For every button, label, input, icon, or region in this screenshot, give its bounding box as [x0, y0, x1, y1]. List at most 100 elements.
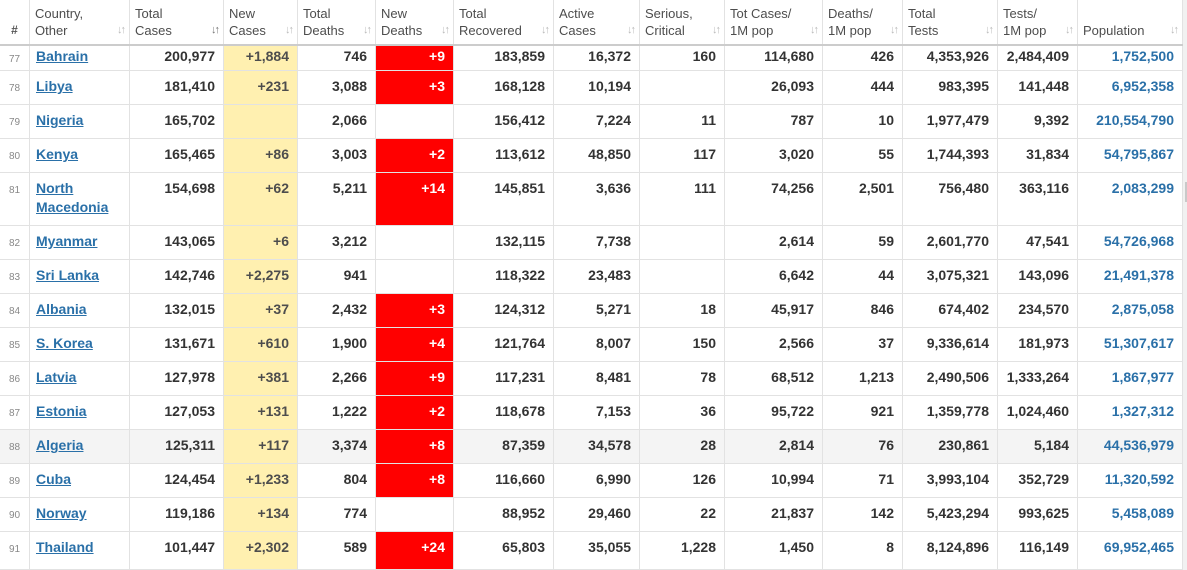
scrollbar-thumb[interactable] [1185, 182, 1187, 202]
cell-critical: 78 [640, 362, 725, 396]
cell-new-cases: +134 [224, 498, 298, 532]
row-divider [0, 293, 1183, 294]
header-critical[interactable]: Serious, Critical ↓↑ [640, 0, 725, 44]
sort-arrows-icon[interactable]: ↓↑ [985, 24, 994, 36]
row-divider [0, 361, 1183, 362]
cell-total-cases: 127,053 [130, 396, 224, 430]
cell-total-cases: 119,186 [130, 498, 224, 532]
cell-new-deaths: +3 [376, 71, 454, 105]
cell-deaths-per-m: 76 [823, 430, 903, 464]
country-link[interactable]: Bahrain [36, 48, 89, 64]
sort-arrows-icon[interactable]: ↓↑ [117, 24, 126, 36]
country-link[interactable]: Latvia [36, 369, 77, 385]
country-link[interactable]: Cuba [36, 471, 71, 487]
sort-arrows-icon[interactable]: ↓↑ [541, 24, 550, 36]
header-total_cases[interactable]: Total Cases ↓↑ [130, 0, 224, 44]
row-divider [0, 259, 1183, 260]
cell-cases-per-m: 2,614 [725, 226, 823, 260]
cell-population: 21,491,378 [1078, 260, 1183, 294]
sort-arrows-icon[interactable]: ↓↑ [627, 24, 636, 36]
cell-population: 5,458,089 [1078, 498, 1183, 532]
cell-total-deaths: 804 [298, 464, 376, 498]
cell-tests: 230,861 [903, 430, 998, 464]
sort-arrows-icon[interactable]: ↓↑ [1065, 24, 1074, 36]
cell-critical: 111 [640, 173, 725, 226]
country-link[interactable]: Kenya [36, 146, 79, 162]
header-label-line1: Country, [35, 6, 84, 21]
cell-population: 210,554,790 [1078, 105, 1183, 139]
header-label-line2: 1M pop [730, 23, 774, 38]
country-link[interactable]: Algeria [36, 437, 84, 453]
header-deaths_per_m[interactable]: Deaths/1M pop ↓↑ [823, 0, 903, 44]
cell-tests: 2,490,506 [903, 362, 998, 396]
country-link[interactable]: Libya [36, 78, 73, 94]
header-total_deaths[interactable]: Total Deaths ↓↑ [298, 0, 376, 44]
header-label-line2: Cases [135, 23, 172, 38]
country-link[interactable]: Sri Lanka [36, 267, 100, 283]
cell-new-deaths: +8 [376, 464, 454, 498]
cell-new-cases: +6 [224, 226, 298, 260]
sort-arrows-icon[interactable]: ↓↑ [890, 24, 899, 36]
header-new_deaths[interactable]: New Deaths ↓↑ [376, 0, 454, 44]
sort-arrows-icon[interactable]: ↓↑ [810, 24, 819, 36]
header-tests_per_m[interactable]: Tests/1M pop ↓↑ [998, 0, 1078, 44]
row-divider [0, 463, 1183, 464]
country-link[interactable]: Albania [36, 301, 87, 317]
cell-new-cases: +117 [224, 430, 298, 464]
header-label-line2: 1M pop [828, 23, 872, 38]
header-population[interactable]: Population ↓↑ [1078, 0, 1183, 44]
cell-new-deaths: +9 [376, 362, 454, 396]
sort-arrows-icon[interactable]: ↓↑ [363, 24, 372, 36]
cell-critical [640, 226, 725, 260]
cell-country: Kenya [30, 139, 130, 173]
header-label-line1: Active [559, 6, 595, 21]
cell-new-cases: +131 [224, 396, 298, 430]
cell-recovered: 145,851 [454, 173, 554, 226]
header-recovered[interactable]: Total Recovered ↓↑ [454, 0, 554, 44]
cell-tests: 5,423,294 [903, 498, 998, 532]
row-divider [0, 104, 1183, 105]
cell-active: 6,990 [554, 464, 640, 498]
country-link[interactable]: Estonia [36, 403, 87, 419]
cell-num: 83 [0, 260, 30, 294]
cell-critical: 22 [640, 498, 725, 532]
country-link[interactable]: Norway [36, 505, 87, 521]
header-active[interactable]: Active Cases ↓↑ [554, 0, 640, 44]
cell-deaths-per-m: 10 [823, 105, 903, 139]
cell-new-deaths: +3 [376, 294, 454, 328]
table-row: 78 Libya 181,410 +231 3,088 +3 168,128 10,194 26… [0, 71, 1183, 105]
cell-recovered: 65,803 [454, 532, 554, 570]
cell-total-cases: 165,702 [130, 105, 224, 139]
header-tests[interactable]: Total Tests ↓↑ [903, 0, 998, 44]
cell-recovered: 121,764 [454, 328, 554, 362]
country-link[interactable]: Thailand [36, 539, 94, 555]
header-cases_per_m[interactable]: Tot Cases/1M pop ↓↑ [725, 0, 823, 44]
cell-tests: 1,744,393 [903, 139, 998, 173]
cell-country: Norway [30, 498, 130, 532]
header-country[interactable]: Country, Other ↓↑ [30, 0, 130, 44]
country-link[interactable]: S. Korea [36, 335, 93, 351]
row-divider [0, 531, 1183, 532]
cell-new-deaths [376, 105, 454, 139]
table-row: 82 Myanmar 143,065 +6 3,212 132,115 7,738 2,614… [0, 226, 1183, 260]
vertical-scrollbar[interactable] [1183, 0, 1187, 570]
header-label-line2: Deaths [381, 23, 423, 38]
cell-active: 10,194 [554, 71, 640, 105]
country-link[interactable]: Myanmar [36, 233, 98, 249]
table-row: 81 North Macedonia 154,698 +62 5,211 +14 145,8… [0, 173, 1183, 226]
sort-arrows-icon[interactable]: ↓↑ [712, 24, 721, 36]
cell-tests: 756,480 [903, 173, 998, 226]
cell-tests-per-m: 5,184 [998, 430, 1078, 464]
cell-critical: 11 [640, 105, 725, 139]
country-link[interactable]: North Macedonia [36, 180, 109, 215]
table-row: 85 S. Korea 131,671 +610 1,900 +4 121,764 8,007… [0, 328, 1183, 362]
sort-arrows-icon[interactable]: ↓↑ [1170, 24, 1179, 36]
sort-arrows-icon[interactable]: ↓↑ [285, 24, 294, 36]
sort-arrows-icon[interactable]: ↓↑ [211, 24, 220, 36]
country-link[interactable]: Nigeria [36, 112, 84, 128]
cell-total-deaths: 3,374 [298, 430, 376, 464]
sort-arrows-icon[interactable]: ↓↑ [441, 24, 450, 36]
cell-new-cases: +381 [224, 362, 298, 396]
header-new_cases[interactable]: New Cases ↓↑ [224, 0, 298, 44]
cell-total-cases: 101,447 [130, 532, 224, 570]
